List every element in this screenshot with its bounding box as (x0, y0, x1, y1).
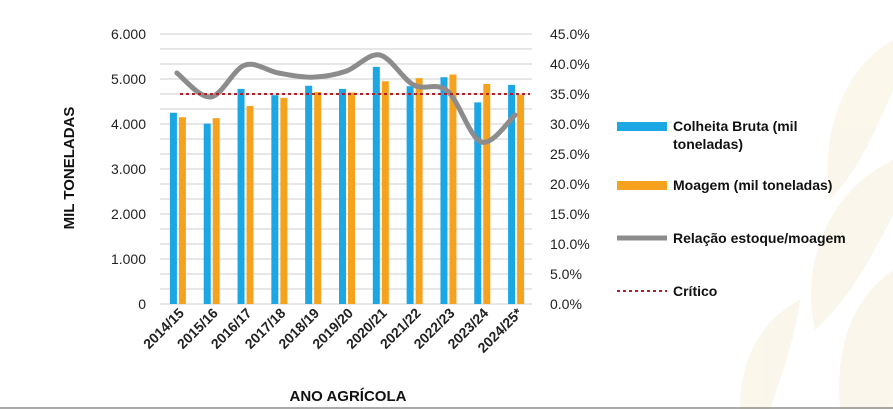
line-relacao-estoque (174, 52, 518, 145)
x-axis-title: ANO AGRÍCOLA (290, 388, 407, 405)
bar-colheita (169, 112, 177, 304)
bar-colheita (305, 85, 313, 304)
legend-label: Crítico (673, 283, 717, 299)
y2-tick-label: 25.0% (550, 146, 590, 162)
y2-tick-label: 10.0% (550, 236, 590, 252)
bar-moagem (483, 83, 491, 304)
left-axis-ticks: 0 1.000 2.000 3.000 4.000 5.000 6.000 (111, 26, 146, 312)
y-tick-label: 1.000 (111, 251, 146, 267)
bar-moagem (246, 106, 254, 304)
bar-colheita (440, 77, 448, 304)
bar-colheita (474, 102, 482, 305)
bar-moagem (381, 81, 389, 304)
series-moagem-bars (178, 74, 525, 305)
legend: Colheita Bruta (mil toneladas) Moagem (mil… (617, 118, 846, 299)
bar-moagem (212, 118, 220, 305)
series-lines (174, 52, 530, 145)
y2-tick-label: 5.0% (550, 266, 582, 282)
bar-moagem (314, 92, 322, 304)
bar-colheita (406, 86, 414, 304)
legend-swatch (617, 181, 667, 190)
y-tick-label: 6.000 (111, 26, 146, 42)
y2-tick-label: 15.0% (550, 206, 590, 222)
x-axis-ticks: 2014/152015/162016/172017/182018/192019/… (140, 304, 526, 355)
series-colheita-bars (169, 66, 516, 305)
y-tick-label: 0 (138, 296, 146, 312)
bar-colheita (237, 88, 245, 305)
legend-label: Moagem (mil toneladas) (673, 177, 832, 193)
y2-tick-label: 45.0% (550, 26, 590, 42)
bar-moagem (348, 92, 355, 304)
y-axis-title: MIL TONELADAS (61, 107, 78, 230)
bar-colheita (339, 88, 346, 305)
y2-tick-label: 30.0% (550, 116, 590, 132)
y-tick-label: 5.000 (111, 71, 146, 87)
bar-colheita (508, 84, 516, 304)
legend-label: Relação estoque/moagem (673, 230, 846, 246)
bar-moagem (517, 94, 525, 304)
bar-colheita (203, 123, 211, 304)
y-tick-label: 4.000 (111, 116, 146, 132)
bar-moagem (415, 78, 423, 304)
y2-tick-label: 40.0% (550, 56, 590, 72)
legend-label: Colheita Bruta (mil toneladas) (673, 118, 797, 152)
legend-swatch (617, 122, 667, 131)
bar-moagem (449, 74, 457, 304)
right-axis-ticks: 0.0% 5.0% 10.0% 15.0% 20.0% 25.0% 30.0% 35.0% 40… (550, 26, 590, 312)
y2-tick-label: 35.0% (550, 86, 590, 102)
bar-colheita (271, 95, 279, 304)
bar-moagem (280, 97, 288, 305)
bar-colheita (372, 66, 380, 304)
y2-tick-label: 20.0% (550, 176, 590, 192)
y2-tick-label: 0.0% (550, 296, 582, 312)
leaf-watermark (740, 40, 893, 409)
bar-moagem (178, 117, 186, 304)
y-tick-label: 3.000 (111, 161, 146, 177)
y-tick-label: 2.000 (111, 206, 146, 222)
